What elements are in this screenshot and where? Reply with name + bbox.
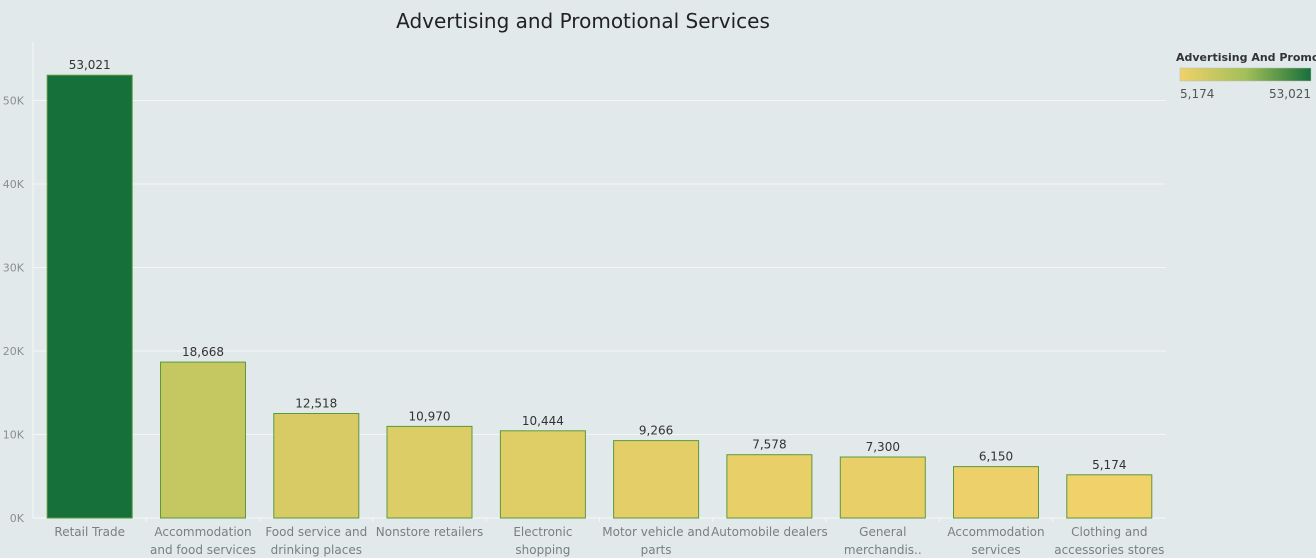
- y-tick-label: 50K: [3, 94, 25, 107]
- x-tick-label: accessories stores: [1054, 543, 1164, 557]
- x-tick-label: Retail Trade: [54, 525, 125, 539]
- bars: [46, 74, 1153, 519]
- x-tick-label: General: [859, 525, 906, 539]
- bar: [613, 440, 700, 519]
- y-tick-label: 10K: [3, 428, 25, 441]
- x-axis-categories: Retail Trade Accommodation and food servic…: [54, 518, 1164, 557]
- y-tick-label: 20K: [3, 345, 25, 358]
- data-label: 7,578: [752, 438, 786, 452]
- bar: [1066, 474, 1153, 519]
- data-label: 12,518: [295, 397, 337, 411]
- x-tick-label: Accommodation: [947, 525, 1044, 539]
- bar: [273, 413, 360, 519]
- data-label: 18,668: [182, 345, 224, 359]
- y-tick-label: 30K: [3, 261, 25, 274]
- data-label: 10,970: [409, 409, 451, 423]
- y-tick-label: 0K: [10, 512, 25, 525]
- x-tick-label: Nonstore retailers: [376, 525, 483, 539]
- color-legend: Advertising And Promo.. 5,174 53,021: [1176, 51, 1316, 101]
- legend-gradient-bar: [1179, 67, 1312, 82]
- data-label: 53,021: [69, 58, 111, 72]
- grid-lines: [33, 99, 1166, 435]
- data-label: 10,444: [522, 414, 564, 428]
- data-label: 5,174: [1092, 458, 1126, 472]
- bar: [160, 361, 246, 519]
- bar: [953, 466, 1039, 519]
- x-tick-label: merchandis..: [844, 543, 922, 557]
- x-tick-label: Electronic: [513, 525, 572, 539]
- bar: [839, 456, 926, 519]
- x-tick-label: Accommodation: [154, 525, 251, 539]
- x-tick-label: drinking places: [271, 543, 362, 557]
- legend-title: Advertising And Promo..: [1176, 51, 1316, 64]
- data-labels: 53,021 18,668 12,518 10,970 10,444 9,266 7,578…: [69, 58, 1127, 472]
- x-tick-label: Food service and: [265, 525, 367, 539]
- bar: [499, 430, 586, 519]
- bar: [386, 425, 473, 519]
- y-tick-label: 40K: [3, 178, 25, 191]
- chart-title: Advertising and Promotional Services: [396, 9, 770, 33]
- x-tick-label: Motor vehicle and: [602, 525, 710, 539]
- data-label: 6,150: [979, 450, 1013, 464]
- legend-min-label: 5,174: [1180, 87, 1214, 101]
- data-label: 7,300: [866, 440, 900, 454]
- data-label: 9,266: [639, 424, 673, 438]
- legend-max-label: 53,021: [1269, 87, 1311, 101]
- x-tick-label: and food services: [150, 543, 256, 557]
- x-tick-label: services: [971, 543, 1020, 557]
- x-tick-label: Clothing and: [1071, 525, 1147, 539]
- x-tick-label: parts: [641, 543, 672, 557]
- bar: [46, 74, 133, 519]
- bar: [726, 454, 813, 519]
- x-tick-label: Automobile dealers: [711, 525, 828, 539]
- x-tick-label: shopping: [515, 543, 570, 557]
